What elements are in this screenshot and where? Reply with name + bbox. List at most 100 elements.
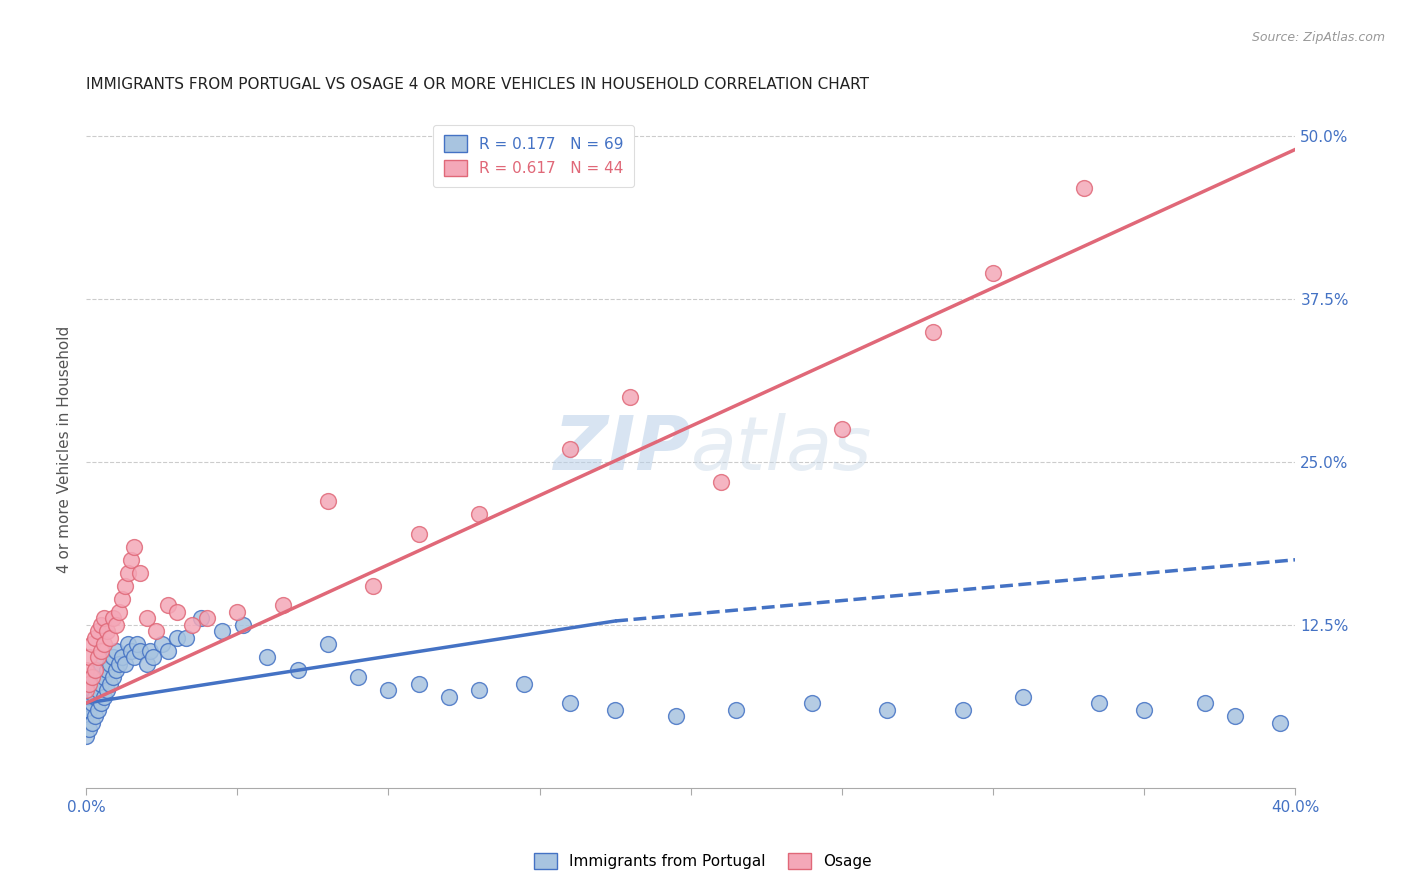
Point <box>84 664 107 678</box>
Point <box>952 702 974 716</box>
Point <box>316 637 339 651</box>
Point <box>105 664 128 678</box>
Point <box>103 611 125 625</box>
Point <box>87 702 110 716</box>
Point <box>98 631 121 645</box>
Point <box>105 644 128 658</box>
Point <box>1088 696 1111 710</box>
Point <box>256 650 278 665</box>
Point <box>117 566 139 580</box>
Y-axis label: 4 or more Vehicles in Household: 4 or more Vehicles in Household <box>58 326 72 573</box>
Point <box>93 637 115 651</box>
Point <box>124 650 146 665</box>
Point <box>77 650 100 665</box>
Point <box>96 624 118 639</box>
Point <box>1194 696 1216 710</box>
Point <box>98 657 121 671</box>
Point <box>82 715 104 730</box>
Point <box>103 650 125 665</box>
Point <box>800 696 823 710</box>
Point <box>166 605 188 619</box>
Point <box>558 442 581 456</box>
Point <box>271 599 294 613</box>
Point <box>87 664 110 678</box>
Point <box>103 670 125 684</box>
Point <box>363 579 385 593</box>
Text: Source: ZipAtlas.com: Source: ZipAtlas.com <box>1251 31 1385 45</box>
Point <box>195 611 218 625</box>
Point <box>1223 709 1246 723</box>
Point <box>190 611 212 625</box>
Point <box>117 637 139 651</box>
Point <box>77 702 100 716</box>
Point <box>120 644 142 658</box>
Point <box>287 664 309 678</box>
Point <box>408 676 430 690</box>
Point <box>111 591 134 606</box>
Text: ZIP: ZIP <box>554 412 690 485</box>
Point <box>77 690 100 704</box>
Point <box>114 657 136 671</box>
Point <box>84 709 107 723</box>
Point <box>710 475 733 489</box>
Point <box>90 676 112 690</box>
Point <box>1012 690 1035 704</box>
Point <box>1133 702 1156 716</box>
Legend: R = 0.177   N = 69, R = 0.617   N = 44: R = 0.177 N = 69, R = 0.617 N = 44 <box>433 125 634 187</box>
Text: atlas: atlas <box>690 413 872 485</box>
Legend: Immigrants from Portugal, Osage: Immigrants from Portugal, Osage <box>527 847 879 875</box>
Point <box>1073 181 1095 195</box>
Point <box>876 702 898 716</box>
Point <box>105 618 128 632</box>
Point <box>87 650 110 665</box>
Point <box>90 618 112 632</box>
Point <box>129 644 152 658</box>
Point <box>90 657 112 671</box>
Point <box>124 540 146 554</box>
Point <box>156 644 179 658</box>
Point <box>831 422 853 436</box>
Point <box>135 611 157 625</box>
Point <box>981 266 1004 280</box>
Point <box>82 670 104 684</box>
Point <box>1270 715 1292 730</box>
Point <box>77 676 100 690</box>
Point <box>316 494 339 508</box>
Point <box>468 507 491 521</box>
Point <box>75 664 97 678</box>
Text: IMMIGRANTS FROM PORTUGAL VS OSAGE 4 OR MORE VEHICLES IN HOUSEHOLD CORRELATION CH: IMMIGRANTS FROM PORTUGAL VS OSAGE 4 OR M… <box>86 78 869 93</box>
Point <box>211 624 233 639</box>
Point <box>120 553 142 567</box>
Point <box>77 722 100 736</box>
Point <box>145 624 167 639</box>
Point <box>87 683 110 698</box>
Point <box>232 618 254 632</box>
Point <box>605 702 627 716</box>
Point <box>82 696 104 710</box>
Point <box>180 618 202 632</box>
Point <box>93 670 115 684</box>
Point <box>114 579 136 593</box>
Point <box>725 702 748 716</box>
Point <box>111 650 134 665</box>
Point <box>166 631 188 645</box>
Point <box>347 670 370 684</box>
Point <box>108 605 131 619</box>
Point <box>75 729 97 743</box>
Point <box>665 709 688 723</box>
Point <box>129 566 152 580</box>
Point <box>174 631 197 645</box>
Point <box>75 683 97 698</box>
Point <box>75 696 97 710</box>
Point <box>156 599 179 613</box>
Point <box>87 624 110 639</box>
Point <box>93 690 115 704</box>
Point <box>150 637 173 651</box>
Point <box>127 637 149 651</box>
Point <box>82 683 104 698</box>
Point <box>90 644 112 658</box>
Point <box>142 650 165 665</box>
Point <box>93 611 115 625</box>
Point <box>82 637 104 651</box>
Point <box>468 683 491 698</box>
